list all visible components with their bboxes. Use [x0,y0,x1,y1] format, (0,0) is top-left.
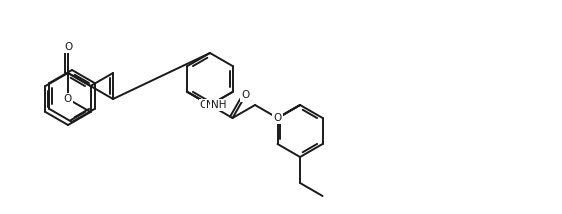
Text: O: O [64,42,72,52]
Text: O: O [242,91,250,101]
Text: O: O [274,113,282,123]
Text: N: N [206,100,214,110]
Text: O: O [64,94,72,104]
Text: NH: NH [211,100,226,110]
Text: O: O [200,100,208,110]
